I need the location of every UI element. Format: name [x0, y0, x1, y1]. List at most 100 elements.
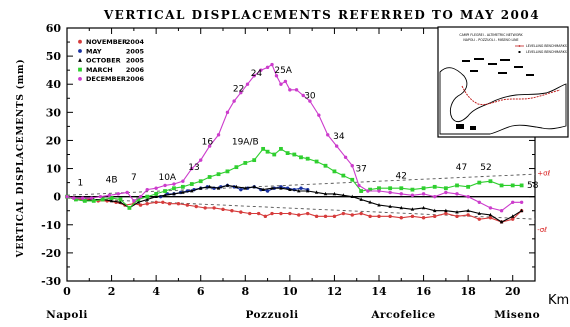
data-point-march-2006 [136, 197, 141, 202]
data-point-march-2006 [388, 186, 393, 191]
y-tick-label: 0 [53, 191, 61, 204]
data-point-december-2006 [334, 144, 339, 148]
data-point-november-2004 [433, 214, 437, 219]
data-point-december-2006 [216, 133, 221, 137]
data-point-december-2006 [357, 183, 361, 188]
data-point-october-2005 [181, 190, 185, 194]
data-point-december-2006 [466, 194, 470, 199]
data-point-october-2005 [433, 208, 437, 213]
inset-coastline [439, 67, 567, 135]
inset-caption-1: CAMPI FLEGREI - ALTIMETRIC NETWORK [459, 33, 523, 37]
data-point-november-2004 [350, 213, 354, 217]
data-point-december-2006 [366, 189, 370, 193]
data-point-november-2004 [154, 200, 158, 204]
data-point-march-2006 [421, 186, 426, 191]
data-point-december-2006 [477, 200, 481, 204]
data-point-december-2006 [107, 193, 112, 197]
data-point-march-2006 [234, 165, 239, 170]
data-point-december-2006 [154, 186, 158, 190]
data-point-march-2006 [225, 169, 230, 174]
data-point-november-2004 [297, 213, 301, 217]
data-point-november-2004 [194, 204, 198, 209]
data-point-march-2006 [189, 182, 194, 186]
data-point-november-2004 [466, 213, 470, 217]
data-point-december-2006 [288, 88, 292, 92]
data-point-october-2005 [199, 186, 203, 190]
data-point-may-2005 [265, 189, 270, 193]
y-tick-label: 30 [46, 106, 62, 119]
data-point-december-2006 [232, 99, 236, 103]
data-point-december-2006 [399, 192, 403, 196]
data-point-october-2005 [499, 219, 504, 224]
data-point-march-2006 [368, 187, 372, 192]
legend-year: 2005 [126, 57, 145, 65]
data-point-december-2006 [98, 194, 103, 199]
x-tick-label: 16 [416, 285, 432, 298]
data-point-october-2005 [421, 205, 426, 210]
x-tick-label: 8 [241, 285, 249, 298]
y-tick-label: 50 [46, 50, 62, 63]
data-point-march-2006 [265, 149, 270, 154]
legend-year: 2006 [126, 75, 145, 83]
data-point-october-2005 [305, 189, 310, 193]
data-point-october-2005 [234, 184, 239, 189]
data-point-march-2006 [163, 189, 167, 193]
y-axis-label: VERTICAL DISPLACEMENTS (mm) [15, 59, 26, 259]
data-point-march-2006 [261, 146, 266, 151]
data-point-december-2006 [80, 196, 85, 200]
data-point-november-2004 [477, 217, 481, 221]
data-point-october-2005 [261, 187, 265, 191]
data-point-march-2006 [305, 156, 310, 161]
legend-label: NOVEMBER [86, 38, 127, 46]
data-point-december-2006 [259, 68, 263, 72]
data-point-march-2006 [332, 169, 337, 174]
data-point-march-2006 [272, 152, 277, 157]
data-series [65, 62, 524, 224]
data-point-november-2004 [410, 214, 415, 219]
benchmark-label: 34 [333, 132, 345, 142]
data-point-march-2006 [510, 183, 515, 188]
y-tick-label: -10 [41, 219, 61, 232]
data-point-november-2004 [248, 211, 252, 216]
data-point-december-2006 [125, 190, 129, 195]
data-point-december-2006 [207, 144, 212, 148]
data-point-may-2005 [239, 187, 243, 192]
data-point-december-2006 [488, 206, 493, 210]
data-point-october-2005 [466, 208, 470, 213]
data-point-november-2004 [161, 200, 165, 204]
data-point-march-2006 [100, 197, 105, 202]
data-point-october-2005 [341, 193, 346, 197]
data-point-october-2005 [288, 187, 292, 191]
data-point-october-2005 [190, 189, 194, 193]
data-point-december-2006 [279, 82, 283, 86]
inset-islands [456, 58, 534, 130]
data-point-november-2004 [399, 216, 403, 220]
data-point-march-2006 [466, 184, 471, 189]
legend-marker [78, 58, 82, 62]
data-point-december-2006 [163, 183, 167, 188]
inset-legend: LEVELLING BENCHMARKS LEVELLING BENCHMARK… [515, 44, 567, 54]
benchmark-label: 16 [202, 138, 214, 148]
data-point-march-2006 [82, 198, 87, 203]
benchmark-label: 7 [131, 173, 137, 183]
data-point-december-2006 [283, 79, 288, 84]
data-point-december-2006 [377, 189, 381, 193]
data-point-december-2006 [89, 196, 94, 200]
data-point-march-2006 [350, 177, 355, 182]
data-point-october-2005 [243, 186, 247, 190]
benchmark-label: 37 [355, 164, 366, 174]
chart-title: VERTICAL DISPLACEMENTS REFERRED TO MAY 2… [103, 8, 540, 22]
data-point-may-2005 [299, 186, 303, 190]
data-point-october-2005 [252, 184, 256, 189]
upper-error-line [66, 173, 536, 196]
data-point-december-2006 [239, 90, 243, 95]
inset-map: CAMPI FLEGREI - ALTIMETRIC NETWORK NAPOL… [437, 26, 569, 138]
data-point-december-2006 [433, 194, 437, 199]
data-point-october-2005 [488, 212, 493, 217]
data-point-november-2004 [388, 214, 392, 219]
inset-caption-2: NAPOLI - POZZUOLI - MISENO LINE [463, 38, 518, 42]
data-point-march-2006 [127, 206, 132, 210]
data-point-november-2004 [341, 211, 346, 216]
data-point-october-2005 [172, 191, 176, 196]
